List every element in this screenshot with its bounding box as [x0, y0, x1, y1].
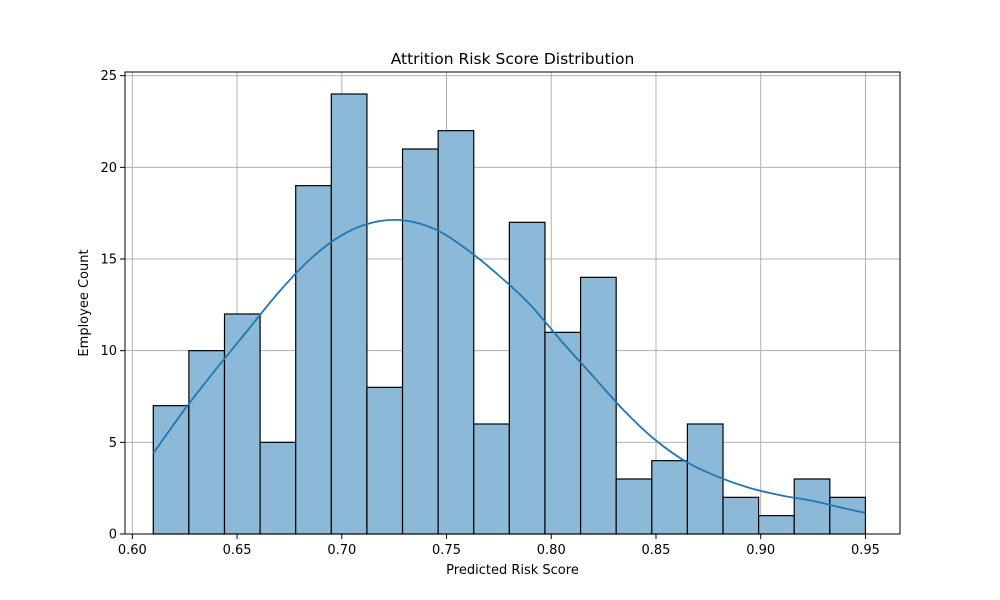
histogram-bar: [793, 478, 831, 535]
histogram-bar: [259, 441, 297, 535]
y-tick-label: 10: [100, 344, 117, 359]
x-tick-label: 0.80: [537, 543, 566, 558]
histogram-bar: [401, 148, 439, 535]
x-axis-label: Predicted Risk Score: [446, 563, 579, 578]
histogram-bar: [579, 276, 617, 535]
y-tick-label: 15: [100, 253, 117, 268]
histogram-bar: [223, 313, 261, 535]
x-tick-label: 0.60: [118, 543, 147, 558]
ticks-layer: 0.60 0.65 0.70 0.75 0.80 0.85 0.90 0.95 0 5 10 15 20…: [100, 69, 879, 558]
y-tick-label: 5: [109, 436, 117, 451]
kde-layer: [152, 218, 866, 514]
histogram-bar: [651, 460, 688, 535]
histogram-bar: [366, 386, 404, 535]
histogram-bar: [544, 331, 582, 535]
plot-frame: [124, 71, 901, 535]
histogram-bar: [295, 185, 332, 535]
x-tick-label: 0.65: [223, 543, 252, 558]
histogram-bar: [615, 478, 653, 535]
y-tick-label: 0: [109, 528, 117, 543]
x-tick-label: 0.75: [432, 543, 461, 558]
histogram-bar: [188, 350, 226, 535]
y-tick-label: 20: [100, 161, 117, 176]
y-tick-label: 25: [100, 69, 117, 84]
histogram-bar: [437, 130, 475, 535]
x-tick-label: 0.70: [327, 543, 356, 558]
histogram-bar: [508, 221, 546, 535]
histogram-bar: [722, 496, 760, 535]
y-axis-label: Employee Count: [77, 249, 92, 356]
histogram-bar: [829, 496, 867, 535]
kde-curve: [152, 218, 866, 514]
histogram-bar: [758, 515, 795, 535]
x-tick-label: 0.90: [746, 543, 775, 558]
x-tick-label: 0.95: [851, 543, 880, 558]
x-tick-label: 0.85: [642, 543, 671, 558]
histogram-bar: [686, 423, 724, 535]
bars-layer: [152, 93, 867, 535]
chart-title: Attrition Risk Score Distribution: [391, 50, 635, 68]
histogram-bar: [330, 93, 368, 535]
histogram-bar: [152, 405, 190, 535]
histogram-bar: [473, 423, 510, 535]
